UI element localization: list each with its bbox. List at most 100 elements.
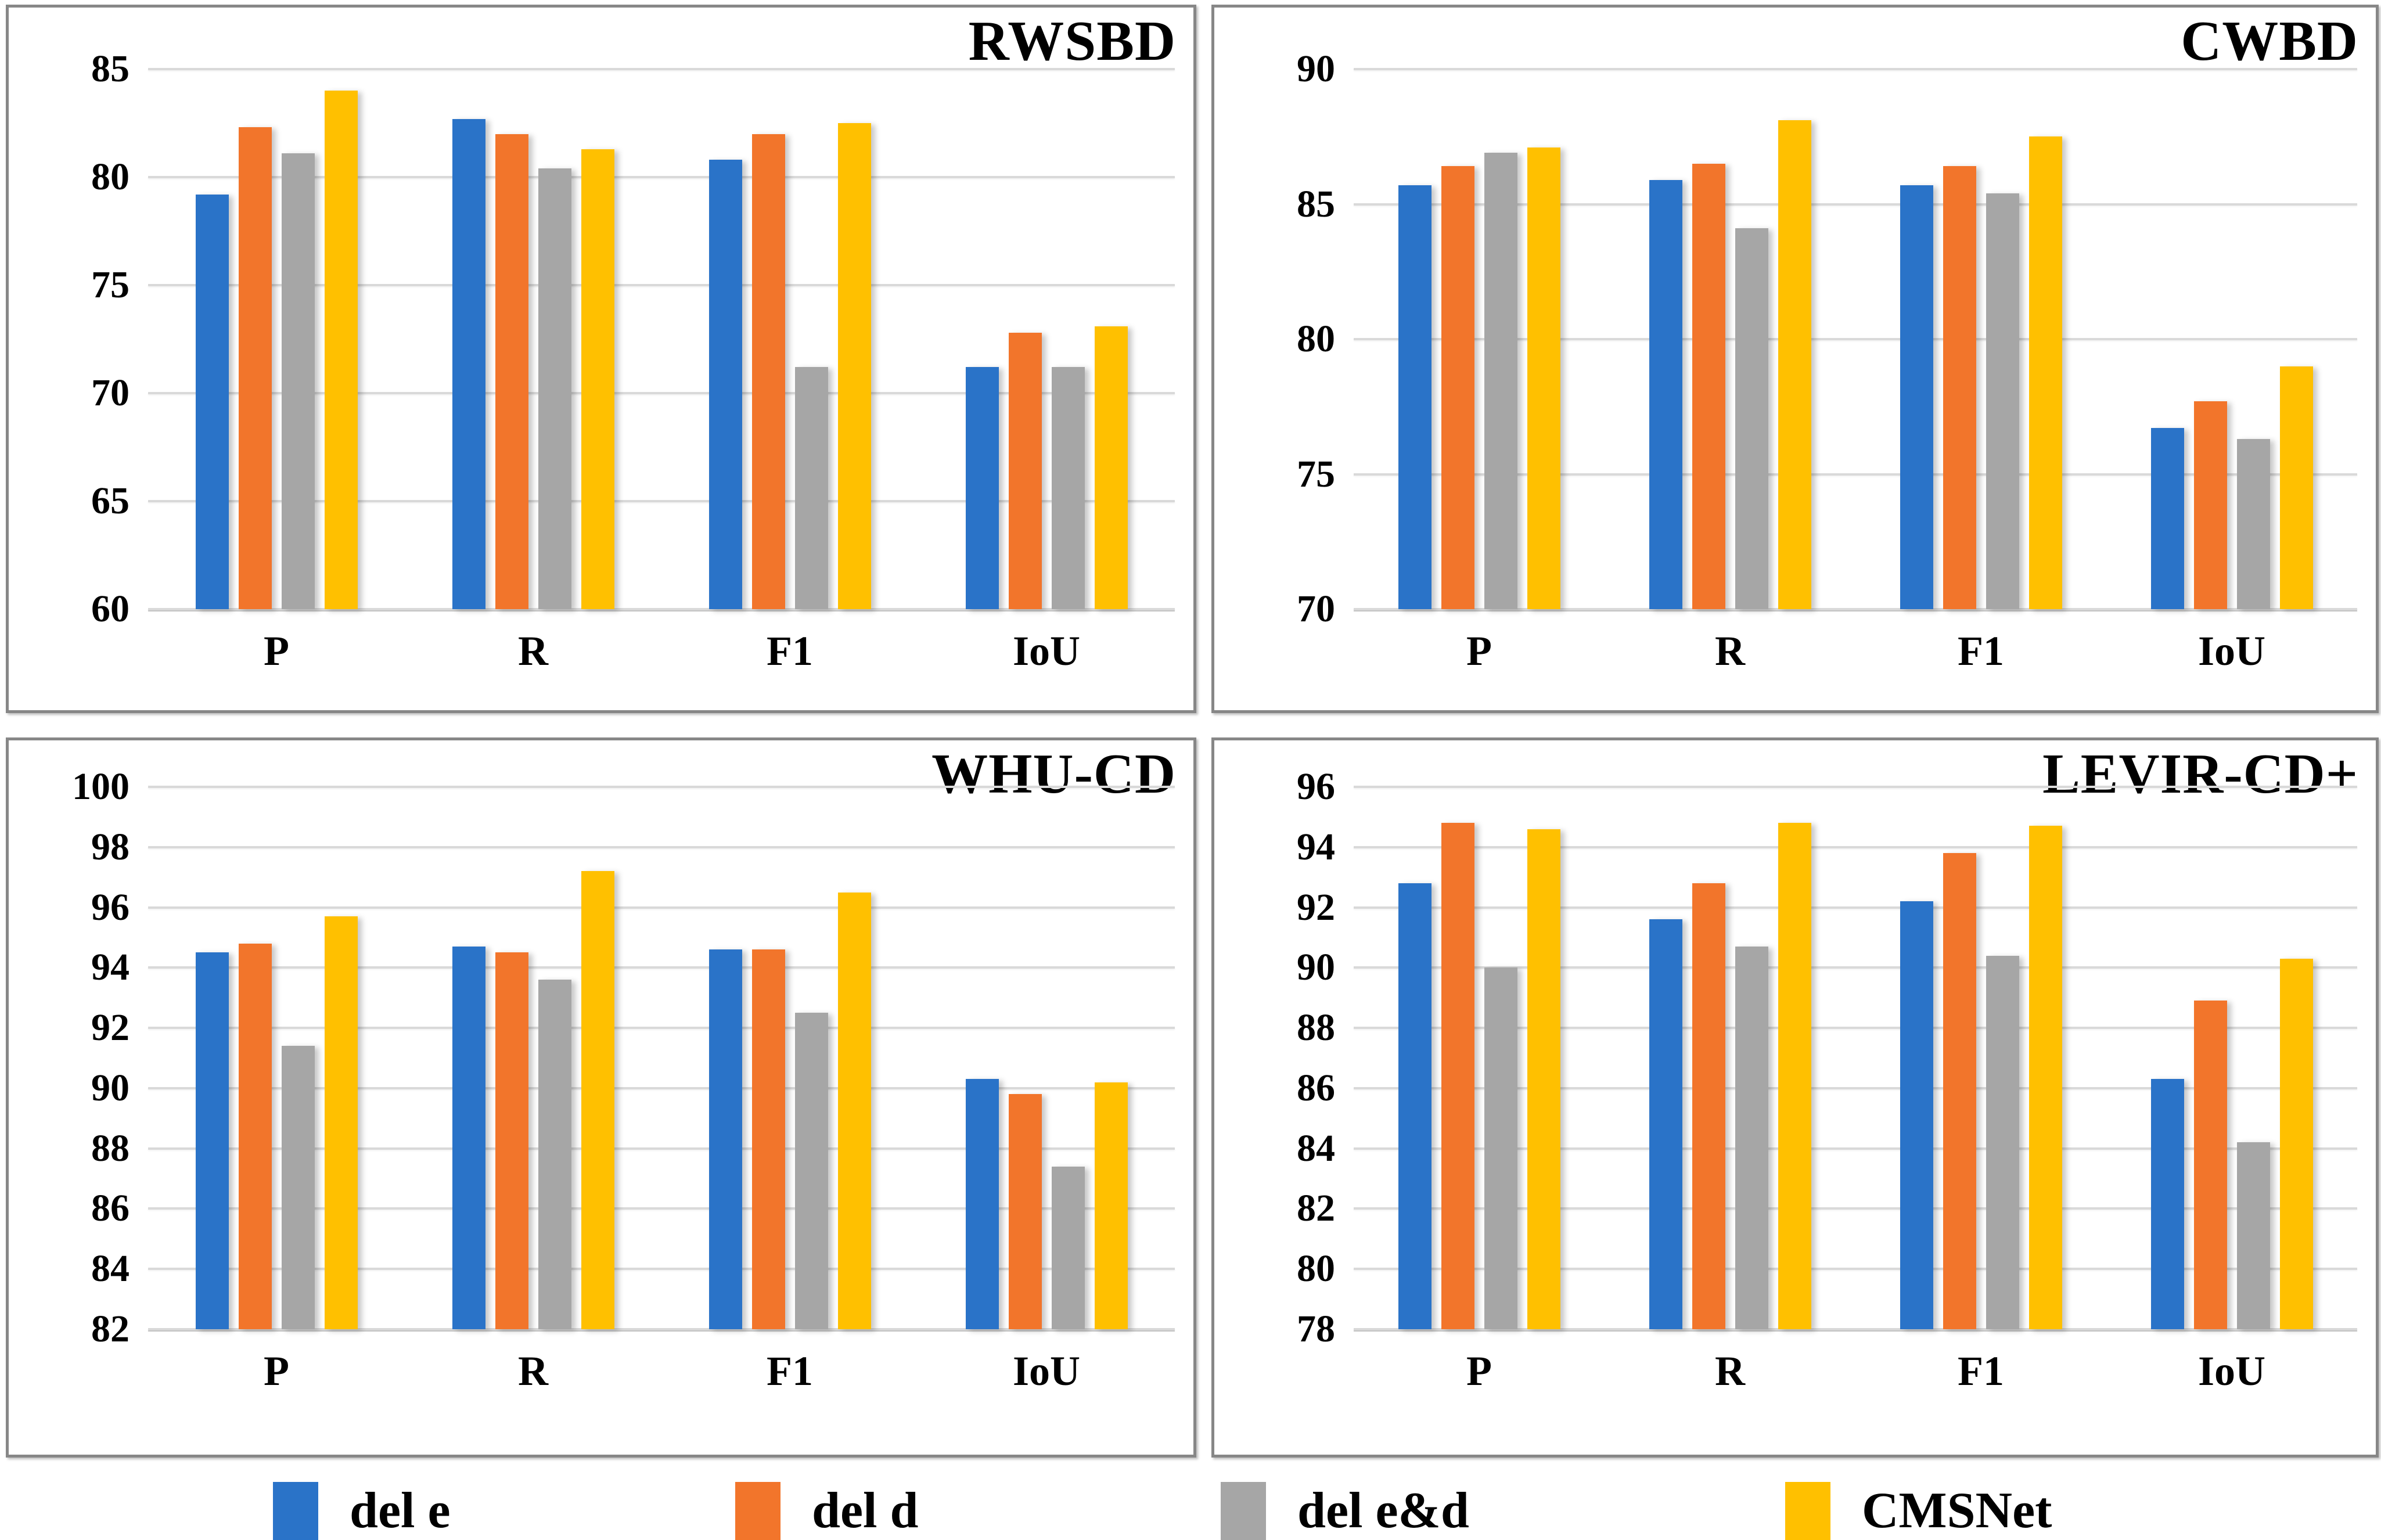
plot-area-levir-cd-plus: 96 94 92 90 88 86 84 82 80 78 P R F1 IoU: [1297, 768, 2357, 1392]
bar-del-e-d-p: [281, 153, 315, 609]
gridline-70: [1354, 608, 2357, 610]
category-label-r: R: [518, 628, 548, 674]
y-tick-label-70: 70: [91, 372, 130, 414]
bar-group-iou: [918, 69, 1175, 609]
gridline-84: [148, 1268, 1175, 1271]
bar-cmsnet-p: [324, 91, 358, 609]
bar-del-d-iou: [2193, 401, 2227, 609]
bar-del-e-d-f1: [1986, 193, 2019, 609]
bar-del-e-d-p: [1484, 153, 1517, 609]
category-label-p: P: [264, 1348, 289, 1394]
bar-del-e-d-iou: [2236, 1142, 2270, 1329]
bar-cmsnet-f1: [837, 892, 871, 1329]
gridline-100: [148, 786, 1175, 788]
bar-del-d-iou: [2193, 1001, 2227, 1329]
legend-label-del-e-and-d: del e&d: [1297, 1483, 1469, 1539]
bar-del-e-d-iou: [1051, 367, 1085, 609]
legend-swatch-cmsnet: [1785, 1482, 1830, 1540]
bar-del-d-p: [1441, 166, 1474, 609]
bar-cmsnet-f1: [2028, 136, 2062, 609]
gridline-70: [148, 392, 1175, 394]
bar-group-f1: [1855, 787, 2106, 1329]
bar-group-iou: [2106, 787, 2357, 1329]
bar-group-r: [1605, 787, 1855, 1329]
category-labels: P R F1 IoU: [1354, 1350, 2357, 1392]
bar-del-d-p: [238, 943, 272, 1329]
y-tick-label-90: 90: [1297, 946, 1335, 989]
y-tick-label-84: 84: [91, 1247, 130, 1290]
chart-panel-cwbd: CWBD 90 85 80 75 70 P R F1 IoU: [1211, 5, 2379, 713]
bar-del-e-d-r: [1735, 947, 1768, 1329]
category-label-iou: IoU: [1012, 628, 1080, 674]
bar-cmsnet-p: [1527, 147, 1560, 609]
category-label-p: P: [1466, 1348, 1492, 1394]
bar-group-iou: [2106, 69, 2357, 609]
bar-cmsnet-r: [1778, 120, 1811, 609]
gridline-96: [1354, 786, 2357, 788]
category-label-f1: F1: [767, 1348, 813, 1394]
category-label-p: P: [1466, 628, 1492, 674]
category-label-f1: F1: [1958, 628, 2004, 674]
chart-panel-whu-cd: WHU-CD 100 98 96 94 92 90 88 86 84 82 P R F1 IoU: [6, 737, 1196, 1458]
gridline-80: [1354, 338, 2357, 340]
gridline-88: [148, 1147, 1175, 1150]
y-tick-label-86: 86: [91, 1187, 130, 1230]
bar-groups: [148, 787, 1175, 1329]
bar-del-d-p: [1441, 823, 1474, 1329]
y-tick-label-85: 85: [1297, 182, 1335, 225]
bar-del-e-p: [1398, 185, 1432, 609]
legend-swatch-del-d: [735, 1482, 781, 1540]
bar-del-e-d-p: [281, 1046, 315, 1329]
bar-group-f1: [661, 69, 918, 609]
bar-groups: [148, 69, 1175, 609]
y-tick-label-78: 78: [1297, 1308, 1335, 1350]
y-tick-label-86: 86: [1297, 1066, 1335, 1109]
y-tick-label-80: 80: [91, 156, 130, 198]
bar-del-e-iou: [2150, 428, 2184, 609]
bar-cmsnet-r: [581, 149, 614, 609]
gridline-94: [148, 966, 1175, 969]
bar-del-e-d-f1: [1986, 955, 2019, 1329]
gridline-82: [148, 1328, 1175, 1330]
category-label-r: R: [518, 1348, 548, 1394]
category-label-r: R: [1715, 1348, 1745, 1394]
y-tick-label-88: 88: [1297, 1006, 1335, 1049]
legend-item-del-e: del e: [273, 1482, 451, 1540]
y-tick-label-75: 75: [91, 264, 130, 306]
category-label-f1: F1: [767, 628, 813, 674]
chart-title-levir-cd-plus: LEVIR-CD+: [2042, 743, 2358, 805]
bar-del-e-iou: [2150, 1079, 2184, 1329]
y-tick-label-80: 80: [1297, 1247, 1335, 1290]
legend-swatch-del-e-and-d: [1221, 1482, 1266, 1540]
category-label-iou: IoU: [2197, 628, 2265, 674]
gridline-94: [1354, 845, 2357, 848]
gridline-98: [148, 845, 1175, 848]
category-labels: P R F1 IoU: [148, 1350, 1175, 1392]
category-label-f1: F1: [1958, 1348, 2004, 1394]
bar-del-e-f1: [1900, 185, 1933, 609]
y-tick-label-84: 84: [1297, 1127, 1335, 1170]
bar-del-e-d-iou: [2236, 439, 2270, 609]
bar-cmsnet-r: [1778, 823, 1811, 1329]
gridline-88: [1354, 1027, 2357, 1030]
bar-group-r: [1605, 69, 1855, 609]
bar-del-d-f1: [751, 134, 785, 609]
bar-del-e-p: [195, 194, 229, 609]
gridline-75: [148, 284, 1175, 286]
bar-del-e-iou: [965, 367, 999, 609]
gridline-96: [148, 906, 1175, 909]
gridline-75: [1354, 473, 2357, 476]
bar-groups: [1354, 787, 2357, 1329]
bar-del-e-f1: [1900, 901, 1933, 1329]
legend-swatch-del-e: [273, 1482, 318, 1540]
bar-del-e-d-f1: [794, 367, 828, 609]
chart-panel-levir-cd-plus: LEVIR-CD+ 96 94 92 90 88 86 84 82 80 78 P R F1 IoU: [1211, 737, 2379, 1458]
gridline-90: [148, 1086, 1175, 1089]
bar-del-d-f1: [1943, 166, 1976, 609]
gridline-80: [1354, 1268, 2357, 1271]
y-tick-label-60: 60: [91, 588, 130, 630]
bar-cmsnet-iou: [1094, 1082, 1128, 1329]
y-tick-label-82: 82: [91, 1308, 130, 1350]
bar-del-d-p: [238, 127, 272, 609]
